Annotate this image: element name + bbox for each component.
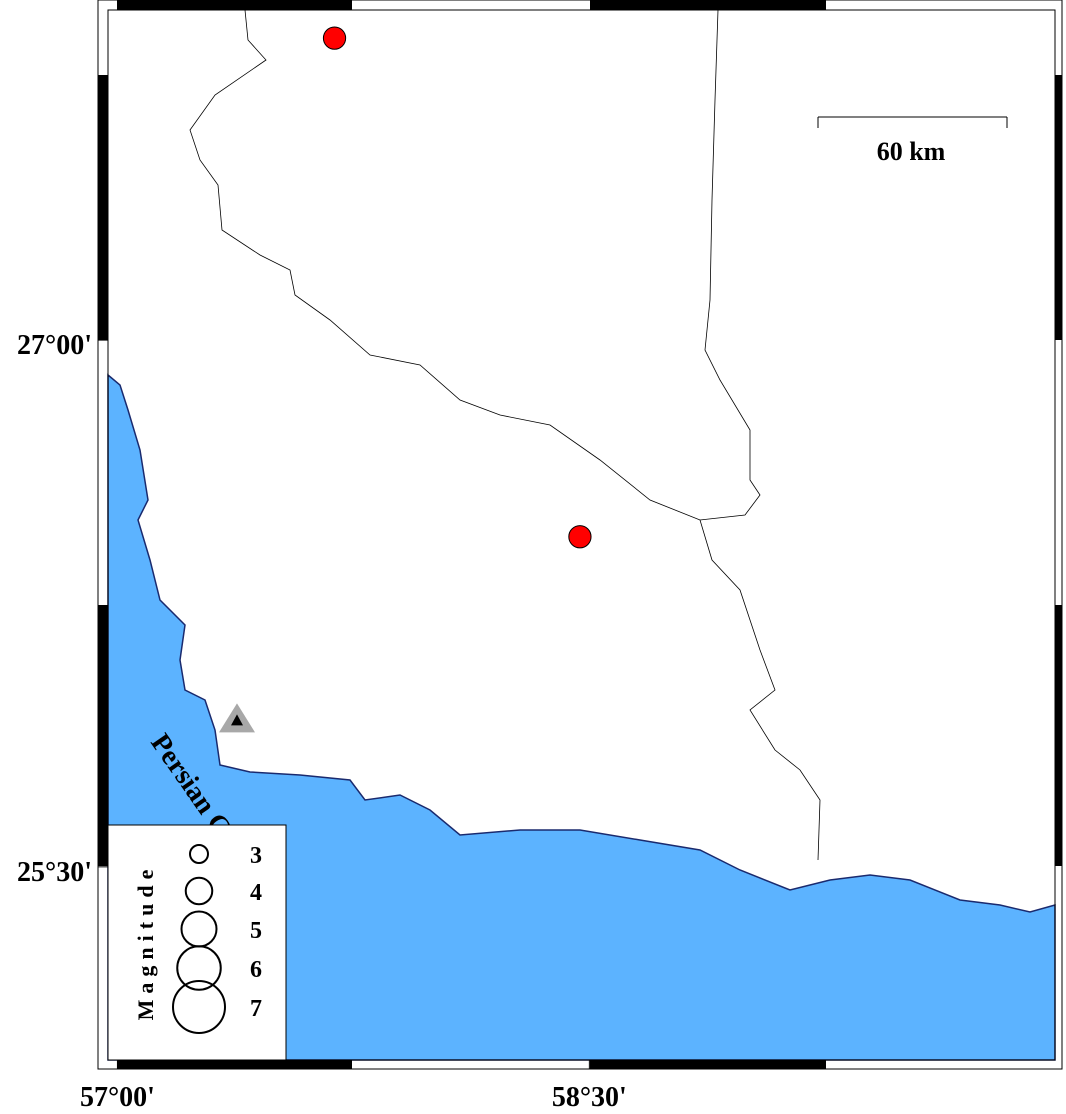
scale-label: 60 km [877,137,946,166]
legend-label: 6 [250,957,262,983]
legend-symbol [176,945,222,991]
border [699,519,821,861]
sea [107,373,1056,1061]
frame [97,0,1063,1070]
legend-label: 3 [250,843,262,869]
legend-label: 7 [250,996,262,1022]
scale-bar [817,116,1008,128]
legend-label: 5 [250,918,262,944]
border [189,9,761,521]
legend-symbol [189,844,209,864]
station-core [230,714,243,726]
frame-bars [98,0,1062,1069]
legend-label: 4 [250,880,262,906]
event [568,525,592,549]
event [322,26,347,50]
x-tick-label: 57°00' [80,1082,155,1109]
legend-title: Magnitude [133,864,158,1021]
legend-symbol [184,876,214,906]
legend: Magnitude 3 4 5 6 7 [107,824,287,1061]
legend-symbol [172,980,226,1034]
x-tick-label: 58°30' [552,1082,627,1109]
y-tick-label: 25°30' [17,857,92,888]
legend-box [107,824,287,1061]
frame [107,9,1056,1061]
y-tick-label: 27°00' [17,330,92,361]
